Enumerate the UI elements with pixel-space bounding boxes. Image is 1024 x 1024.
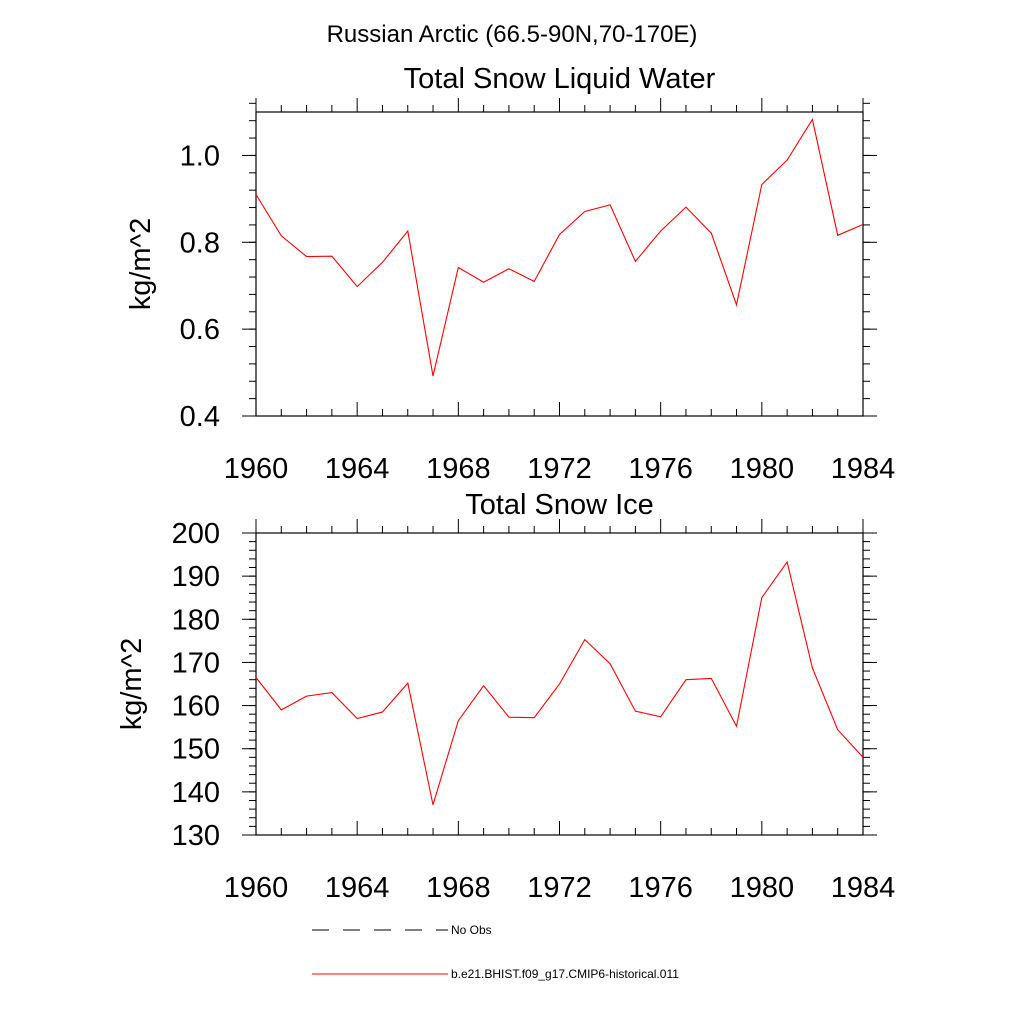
x-tick-label: 1984: [831, 453, 896, 485]
legend-label-historical: b.e21.BHIST.f09_g17.CMIP6-historical.011: [451, 967, 679, 981]
series-line-0: [255, 117, 864, 377]
y-axis-label: kg/m^2: [116, 638, 148, 731]
y-tick-label: 150: [172, 734, 220, 766]
x-tick-label: 1968: [426, 453, 491, 485]
x-tick-label: 1980: [730, 872, 795, 904]
y-tick-label: 1.0: [180, 140, 220, 172]
y-tick-label: 190: [172, 561, 220, 593]
y-tick-label: 0.6: [180, 314, 220, 346]
y-tick-label: 140: [172, 777, 220, 809]
x-tick-label: 1984: [831, 872, 896, 904]
x-tick-label: 1976: [628, 453, 693, 485]
plot-frame: [255, 111, 864, 417]
chart-title: Total Snow Liquid Water: [404, 63, 716, 95]
x-tick-label: 1960: [224, 872, 289, 904]
panel-snow-liquid-water: Total Snow Liquid Water kg/m^2 1960 1964 196…: [125, 63, 895, 485]
x-tick-label: 1972: [527, 453, 592, 485]
chart-title: Total Snow Ice: [465, 489, 654, 521]
x-tick-label: 1960: [224, 453, 289, 485]
x-tick-label: 1964: [325, 453, 390, 485]
x-tick-label: 1980: [730, 453, 795, 485]
y-tick-label: 130: [172, 820, 220, 852]
y-tick-label: 0.8: [180, 227, 220, 259]
y-tick-label: 180: [172, 604, 220, 636]
y-tick-label: 200: [172, 518, 220, 550]
x-tick-label: 1968: [426, 872, 491, 904]
x-tick-label: 1972: [527, 872, 592, 904]
series-line-0: [255, 560, 864, 805]
x-tick-label: 1964: [325, 872, 390, 904]
figure-title: Russian Arctic (66.5-90N,70-170E): [327, 21, 698, 48]
y-tick-label: 0.4: [180, 401, 220, 433]
legend: No Obs b.e21.BHIST.f09_g17.CMIP6-histori…: [312, 923, 679, 981]
panel-snow-ice: Total Snow Ice kg/m^2 1960 1964 1968 1972 1976…: [116, 489, 895, 904]
y-axis-label: kg/m^2: [125, 218, 157, 311]
y-tick-label: 160: [172, 691, 220, 723]
y-tick-label: 170: [172, 647, 220, 679]
x-tick-label: 1976: [628, 872, 693, 904]
legend-label-no-obs: No Obs: [451, 923, 492, 937]
